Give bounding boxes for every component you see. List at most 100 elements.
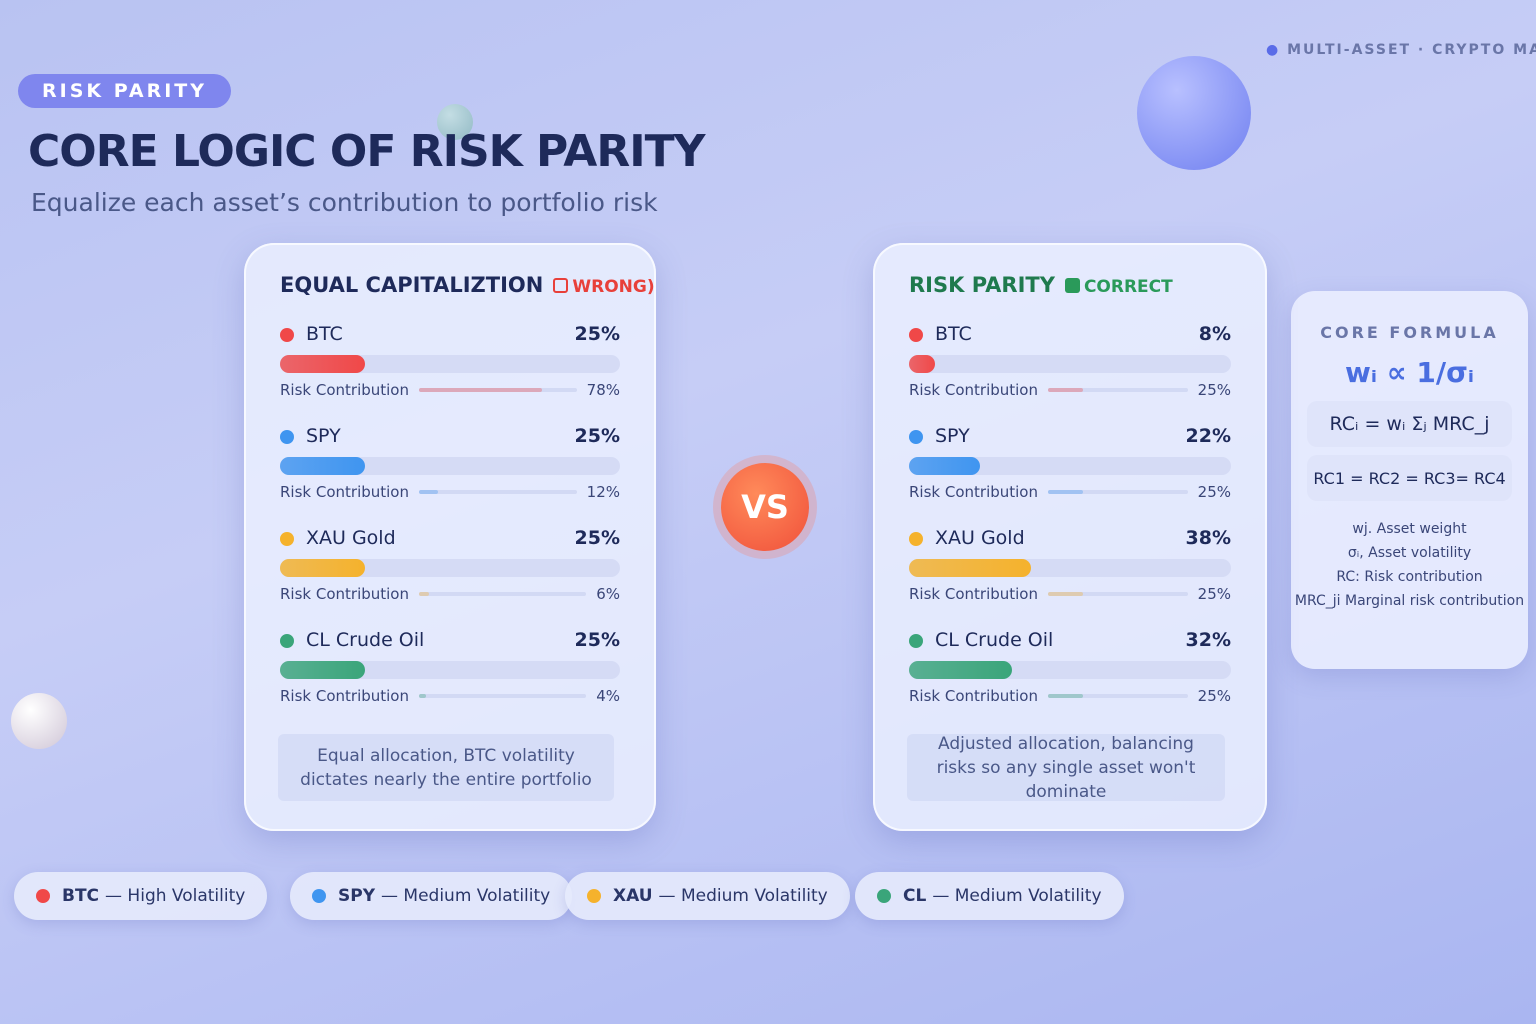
asset-weight: 38% xyxy=(1185,527,1231,549)
asset-dot xyxy=(909,327,923,342)
asset-weight: 25% xyxy=(574,527,620,549)
panel-title: EQUAL CAPITALIZTION WRONG) xyxy=(280,273,655,297)
weight-bar xyxy=(280,457,365,475)
panel-note: Adjusted allocation, balancing risks so … xyxy=(907,734,1225,802)
top-tag-text: MULTI-ASSET · CRYPTO MAR xyxy=(1287,42,1536,58)
risk-label: Risk Contribution xyxy=(909,687,1038,705)
formula-eq: RC1 = RC2 = RC3= RC4 xyxy=(1307,455,1512,501)
asset-name: BTC xyxy=(306,323,343,345)
legend-dot xyxy=(36,889,50,903)
asset-name: BTC xyxy=(935,323,972,345)
asset-name-wrap: BTC xyxy=(909,323,972,345)
asset-header: XAU Gold 25% xyxy=(280,527,620,549)
asset-dot xyxy=(280,531,294,546)
asset-weight: 25% xyxy=(574,425,620,447)
risk-track xyxy=(419,490,577,494)
risk-value: 12% xyxy=(586,483,620,501)
risk-value: 25% xyxy=(1197,483,1231,501)
risk-bar xyxy=(1048,388,1083,392)
formula-note: MRC_ji Marginal risk contribution xyxy=(1294,593,1525,609)
legend-dot xyxy=(877,889,891,903)
risk-row: Risk Contribution 6% xyxy=(280,585,620,603)
asset-row: SPY 25% Risk Contribution 12% xyxy=(280,425,620,505)
risk-label: Risk Contribution xyxy=(280,483,409,501)
asset-row: XAU Gold 25% Risk Contribution 6% xyxy=(280,527,620,607)
risk-row: Risk Contribution 25% xyxy=(909,483,1231,501)
risk-label: Risk Contribution xyxy=(280,585,409,603)
asset-row: CL Crude Oil 32% Risk Contribution 25% xyxy=(909,629,1231,709)
asset-header: CL Crude Oil 25% xyxy=(280,629,620,651)
risk-track xyxy=(419,694,587,698)
legend-dot xyxy=(587,889,601,903)
legend-asset: BTC xyxy=(62,886,100,906)
legend-pill: XAU — Medium Volatility xyxy=(565,872,850,920)
asset-name-wrap: CL Crude Oil xyxy=(909,629,1053,651)
formula-note: RC: Risk contribution xyxy=(1336,569,1483,585)
panel-title-text: EQUAL CAPITALIZTION xyxy=(280,273,544,297)
asset-name-wrap: CL Crude Oil xyxy=(280,629,424,651)
risk-bar xyxy=(1048,490,1083,494)
verdict-icon xyxy=(1064,278,1080,293)
weight-bar xyxy=(909,355,935,373)
asset-header: XAU Gold 38% xyxy=(909,527,1231,549)
legend-pill: BTC — High Volatility xyxy=(14,872,268,920)
weight-track xyxy=(909,457,1231,475)
asset-dot xyxy=(280,633,294,648)
formula-note: wj. Asset weight xyxy=(1352,521,1467,537)
badge: RISK PARITY xyxy=(18,74,232,108)
risk-row: Risk Contribution 25% xyxy=(909,381,1231,399)
weight-track xyxy=(280,559,620,577)
asset-name-wrap: BTC xyxy=(280,323,343,345)
subtitle: Equalize each asset’s contribution to po… xyxy=(31,188,658,217)
panel: EQUAL CAPITALIZTION WRONG) BTC 25% Risk Cont… xyxy=(244,243,656,831)
asset-dot xyxy=(909,531,923,546)
asset-header: SPY 25% xyxy=(280,425,620,447)
asset-weight: 32% xyxy=(1185,629,1231,651)
asset-name: SPY xyxy=(935,425,970,447)
asset-name-wrap: XAU Gold xyxy=(280,527,396,549)
weight-track xyxy=(909,355,1231,373)
risk-track xyxy=(419,592,587,596)
vs-badge: VS xyxy=(721,463,809,551)
panel-title: RISK PARITY CORRECT xyxy=(909,273,1173,297)
weight-bar xyxy=(280,559,365,577)
verdict: WRONG) xyxy=(572,277,655,297)
risk-bar xyxy=(419,490,438,494)
asset-header: CL Crude Oil 32% xyxy=(909,629,1231,651)
risk-bar xyxy=(419,694,426,698)
weight-bar xyxy=(280,661,365,679)
decor-sphere xyxy=(11,693,67,749)
risk-track xyxy=(1048,388,1188,392)
legend-dot xyxy=(312,889,326,903)
risk-bar xyxy=(1048,694,1083,698)
risk-track xyxy=(1048,592,1188,596)
verdict-icon xyxy=(553,278,569,293)
risk-row: Risk Contribution 25% xyxy=(909,585,1231,603)
asset-weight: 25% xyxy=(574,323,620,345)
asset-weight: 22% xyxy=(1185,425,1231,447)
risk-label: Risk Contribution xyxy=(280,687,409,705)
legend-asset: XAU xyxy=(613,886,653,906)
legend-pill: SPY — Medium Volatility xyxy=(290,872,573,920)
asset-name: CL Crude Oil xyxy=(935,629,1054,651)
asset-row: BTC 8% Risk Contribution 25% xyxy=(909,323,1231,403)
asset-dot xyxy=(280,327,294,342)
risk-label: Risk Contribution xyxy=(909,585,1038,603)
asset-name-wrap: SPY xyxy=(280,425,341,447)
risk-value: 6% xyxy=(596,585,620,603)
weight-track xyxy=(909,661,1231,679)
asset-dot xyxy=(280,429,294,444)
risk-bar xyxy=(419,592,430,596)
asset-header: BTC 8% xyxy=(909,323,1231,345)
weight-track xyxy=(280,355,620,373)
risk-bar xyxy=(419,388,542,392)
risk-row: Risk Contribution 12% xyxy=(280,483,620,501)
risk-row: Risk Contribution 25% xyxy=(909,687,1231,705)
formula-title: CORE FORMULA xyxy=(1320,323,1499,342)
risk-track xyxy=(1048,694,1188,698)
asset-weight: 8% xyxy=(1198,323,1231,345)
panel-title-text: RISK PARITY xyxy=(909,273,1055,297)
asset-row: BTC 25% Risk Contribution 78% xyxy=(280,323,620,403)
risk-label: Risk Contribution xyxy=(280,381,409,399)
risk-bar xyxy=(1048,592,1083,596)
